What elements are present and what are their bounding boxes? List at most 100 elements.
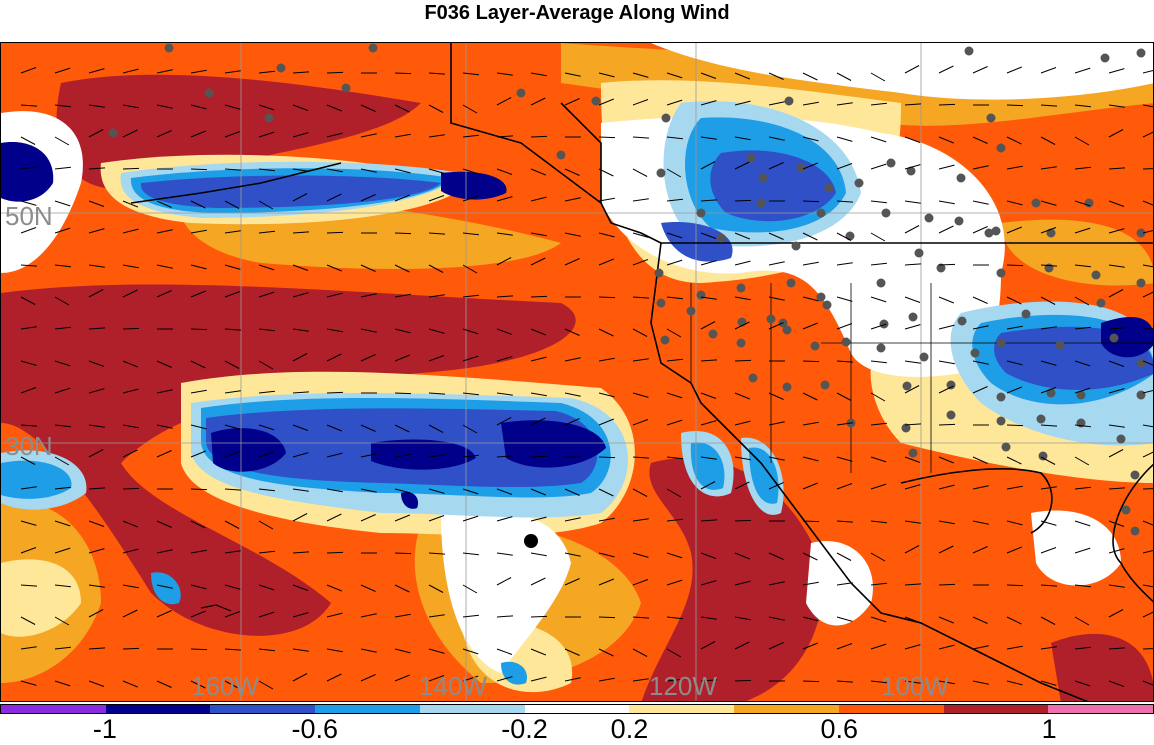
station-dot bbox=[758, 173, 768, 183]
wind-barb bbox=[326, 193, 342, 202]
wind-barb bbox=[836, 616, 853, 622]
wind-barb bbox=[462, 515, 479, 522]
station-dot bbox=[879, 319, 889, 329]
wind-barb bbox=[394, 354, 410, 362]
colorbar-tick-label: 0.6 bbox=[820, 714, 859, 744]
wind-barb bbox=[428, 424, 444, 433]
wind-barb bbox=[258, 168, 275, 172]
wind-barb bbox=[292, 328, 309, 332]
wind-barb bbox=[462, 392, 479, 396]
station-dot bbox=[696, 290, 706, 300]
wind-barb bbox=[700, 641, 716, 650]
wind-barb bbox=[1142, 264, 1153, 268]
wind-barb bbox=[394, 453, 411, 458]
wind-barb bbox=[54, 136, 70, 146]
wind-barb bbox=[88, 388, 105, 394]
wind-barb bbox=[530, 356, 547, 362]
wind-barb bbox=[428, 648, 445, 654]
wind-barb bbox=[802, 360, 820, 363]
wind-barb bbox=[530, 648, 546, 656]
station-dot bbox=[1036, 414, 1046, 424]
wind-barb bbox=[326, 328, 343, 333]
wind-barb bbox=[88, 129, 104, 138]
station-dot bbox=[946, 380, 956, 390]
wind-barb bbox=[598, 258, 614, 266]
wind-barb bbox=[20, 486, 37, 490]
wind-barb bbox=[224, 451, 241, 458]
wind-barb bbox=[122, 360, 138, 368]
wind-barb bbox=[1108, 680, 1125, 687]
wind-barb bbox=[836, 323, 853, 330]
station-dot bbox=[1084, 198, 1094, 208]
station-dot bbox=[841, 337, 851, 347]
station-dot bbox=[782, 382, 792, 392]
wind-barb bbox=[870, 360, 887, 364]
wind-field-map bbox=[1, 43, 1153, 701]
wind-barb bbox=[292, 612, 309, 618]
wind-barb bbox=[190, 130, 206, 138]
wind-barb bbox=[666, 579, 683, 586]
wind-barb bbox=[768, 456, 785, 461]
wind-barb bbox=[258, 424, 275, 431]
wind-barb bbox=[156, 264, 173, 269]
wind-barb bbox=[598, 357, 615, 362]
wind-barb bbox=[1108, 68, 1125, 74]
wind-barb bbox=[904, 456, 921, 463]
wind-barb bbox=[326, 71, 344, 74]
wind-barb bbox=[1108, 584, 1125, 588]
wind-barb bbox=[768, 482, 784, 490]
station-dot bbox=[656, 298, 666, 308]
wind-barb bbox=[1074, 646, 1091, 650]
wind-barb bbox=[54, 680, 71, 687]
wind-barb bbox=[734, 161, 750, 170]
wind-barb bbox=[666, 488, 682, 498]
wind-barb bbox=[292, 231, 310, 234]
wind-barb bbox=[1108, 200, 1125, 207]
wind-barb bbox=[564, 168, 580, 176]
station-dot bbox=[908, 312, 918, 322]
wind-barb bbox=[836, 643, 853, 650]
wind-barb bbox=[462, 488, 479, 495]
wind-barb bbox=[258, 264, 275, 271]
location-marker bbox=[524, 534, 538, 548]
wind-barb bbox=[326, 424, 342, 432]
wind-barb bbox=[632, 392, 649, 398]
wind-barb bbox=[258, 451, 275, 458]
coastlines bbox=[130, 43, 1153, 701]
wind-barb bbox=[768, 72, 784, 80]
wind-barb bbox=[88, 647, 106, 650]
wind-barb bbox=[700, 519, 718, 522]
wind-barb bbox=[904, 200, 921, 204]
wind-barb bbox=[1040, 680, 1057, 686]
wind-barb bbox=[462, 294, 479, 298]
wind-barb bbox=[972, 226, 988, 234]
wind-barb bbox=[1006, 645, 1023, 650]
wind-barb bbox=[530, 488, 546, 496]
station-dot bbox=[1116, 434, 1126, 444]
wind-barb bbox=[292, 488, 309, 492]
wind-barb bbox=[972, 165, 989, 170]
wind-barb bbox=[496, 552, 513, 556]
station-dot bbox=[936, 263, 946, 273]
wind-barb bbox=[768, 642, 784, 650]
wind-barb bbox=[20, 136, 36, 145]
station-dot bbox=[881, 208, 891, 218]
station-dot bbox=[964, 46, 974, 56]
wind-barb bbox=[1006, 546, 1022, 554]
wind-barb bbox=[632, 259, 649, 266]
wind-barb bbox=[1006, 584, 1024, 587]
wind-barb bbox=[870, 296, 887, 303]
station-dot bbox=[1136, 390, 1146, 400]
wind-barb bbox=[292, 353, 308, 362]
wind-barb bbox=[258, 611, 275, 618]
wind-barb bbox=[496, 577, 512, 586]
wind-barb bbox=[904, 385, 920, 394]
wind-barb bbox=[1142, 520, 1153, 526]
wind-barb bbox=[836, 680, 854, 683]
wind-barb bbox=[496, 676, 513, 682]
station-dot bbox=[1136, 358, 1146, 368]
wind-barb bbox=[496, 196, 513, 202]
station-dot bbox=[782, 325, 792, 335]
wind-barb bbox=[904, 324, 921, 330]
station-dot bbox=[784, 96, 794, 106]
